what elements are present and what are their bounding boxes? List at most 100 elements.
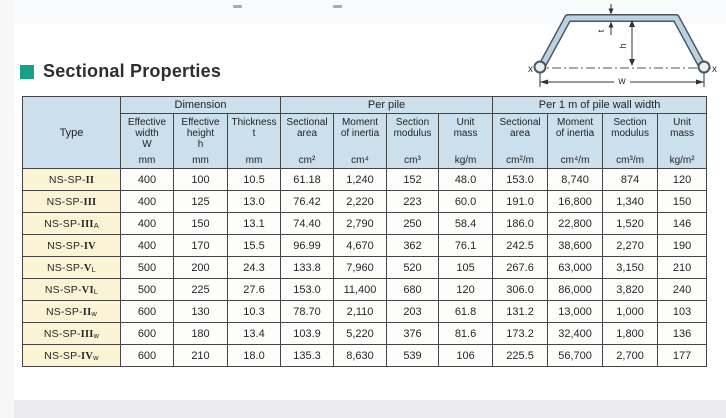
- value-cell: 3,820: [602, 278, 659, 301]
- value-cell: 10.5: [227, 168, 281, 191]
- value-cell: 106: [437, 344, 494, 367]
- value-cell: 103.9: [280, 322, 334, 345]
- axis-label-x-right: x: [712, 64, 717, 75]
- value-cell: 8,630: [333, 344, 387, 367]
- column-header: Unit mass kg/m²: [657, 113, 708, 169]
- value-cell: 120: [657, 168, 708, 191]
- value-cell: 103: [657, 300, 708, 323]
- value-cell: 2,110: [333, 300, 387, 323]
- dim-label-w: w: [617, 76, 626, 87]
- value-cell: 2,790: [333, 212, 387, 235]
- column-header: Section modulus cm³/m: [602, 113, 659, 169]
- value-cell: 362: [386, 234, 439, 257]
- value-cell: 130: [173, 300, 228, 323]
- value-cell: 136: [657, 322, 708, 345]
- type-cell: NS-SP-II: [22, 168, 121, 191]
- value-cell: 5,220: [333, 322, 387, 345]
- value-cell: 1,520: [602, 212, 659, 235]
- value-cell: 24.3: [227, 256, 281, 279]
- value-cell: 180: [173, 322, 228, 345]
- pile-steel-band: [540, 15, 704, 67]
- value-cell: 4,670: [333, 234, 387, 257]
- value-cell: 133.8: [280, 256, 334, 279]
- type-cell: NS-SP-III: [22, 190, 121, 213]
- value-cell: 1,000: [602, 300, 659, 323]
- section-title: Sectional Properties: [20, 61, 221, 82]
- table-row: NS-SP-IV 400 170 15.5 96.99 4,670 362 76.1 242.5…: [22, 234, 708, 257]
- value-cell: 2,270: [602, 234, 659, 257]
- type-cell: NS-SP-IIIw: [22, 322, 121, 345]
- h-arrow-down: [629, 59, 635, 66]
- value-cell: 146: [657, 212, 708, 235]
- value-cell: 600: [120, 322, 174, 345]
- value-cell: 267.6: [492, 256, 549, 279]
- w-label-gap: [614, 73, 630, 85]
- value-cell: 2,700: [602, 344, 659, 367]
- value-cell: 1,240: [333, 168, 387, 191]
- value-cell: 500: [120, 278, 174, 301]
- table-row: NS-SP-II 400 100 10.5 61.18 1,240 152 48.0 153.0…: [22, 168, 708, 191]
- value-cell: 874: [602, 168, 659, 191]
- value-cell: 210: [657, 256, 708, 279]
- value-cell: 58.4: [437, 212, 494, 235]
- value-cell: 240: [657, 278, 708, 301]
- column-header: Unit mass kg/m: [437, 113, 494, 169]
- type-cell: NS-SP-IV: [22, 234, 121, 257]
- value-cell: 78.70: [280, 300, 334, 323]
- value-cell: 86,000: [547, 278, 604, 301]
- page-left-band: [0, 0, 14, 418]
- value-cell: 60.0: [437, 190, 494, 213]
- value-cell: 13.4: [227, 322, 281, 345]
- table-header: Type Dimension Per pile Per 1 m of pile …: [22, 96, 708, 169]
- type-cell: NS-SP-VIL: [22, 278, 121, 301]
- value-cell: 81.6: [437, 322, 494, 345]
- value-cell: 539: [386, 344, 439, 367]
- type-cell: NS-SP-IVw: [22, 344, 121, 367]
- group-header-per-1m: Per 1 m of pile wall width: [492, 96, 708, 114]
- dim-label-h: h: [618, 43, 628, 48]
- value-cell: 190: [657, 234, 708, 257]
- scan-artifact: [233, 5, 242, 8]
- type-column-header: Type: [22, 96, 121, 169]
- value-cell: 153.0: [280, 278, 334, 301]
- interlock-left: [533, 60, 547, 74]
- value-cell: 63,000: [547, 256, 604, 279]
- value-cell: 225: [173, 278, 228, 301]
- value-cell: 1,800: [602, 322, 659, 345]
- value-cell: 150: [173, 212, 228, 235]
- value-cell: 600: [120, 300, 174, 323]
- value-cell: 203: [386, 300, 439, 323]
- value-cell: 96.99: [280, 234, 334, 257]
- value-cell: 376: [386, 322, 439, 345]
- value-cell: 500: [120, 256, 174, 279]
- value-cell: 32,400: [547, 322, 604, 345]
- value-cell: 3,150: [602, 256, 659, 279]
- table-row: NS-SP-VIL 500 225 27.6 153.0 11,400 680 120 306.…: [22, 278, 708, 301]
- value-cell: 74.40: [280, 212, 334, 235]
- column-header: Section modulus cm³: [386, 113, 439, 169]
- w-arrow-left: [540, 79, 548, 85]
- value-cell: 191.0: [492, 190, 549, 213]
- value-cell: 61.8: [437, 300, 494, 323]
- value-cell: 135.3: [280, 344, 334, 367]
- column-header: Sectional area cm²/m: [492, 113, 549, 169]
- value-cell: 11,400: [333, 278, 387, 301]
- t-arrow-up: [608, 21, 614, 28]
- value-cell: 7,960: [333, 256, 387, 279]
- table-row: NS-SP-III 400 125 13.0 76.42 2,220 223 60.0 191.…: [22, 190, 708, 213]
- value-cell: 400: [120, 190, 174, 213]
- interlock-right: [697, 60, 711, 74]
- value-cell: 38,600: [547, 234, 604, 257]
- value-cell: 400: [120, 212, 174, 235]
- t-arrow-down: [608, 8, 614, 15]
- dim-label-t: t: [596, 29, 606, 32]
- type-cell: NS-SP-VL: [22, 256, 121, 279]
- sectional-properties-table: Type Dimension Per pile Per 1 m of pile …: [22, 96, 708, 367]
- value-cell: 61.18: [280, 168, 334, 191]
- table-body: NS-SP-II 400 100 10.5 61.18 1,240 152 48.0 153.0…: [22, 168, 708, 367]
- value-cell: 400: [120, 234, 174, 257]
- value-cell: 173.2: [492, 322, 549, 345]
- value-cell: 2,220: [333, 190, 387, 213]
- value-cell: 105: [437, 256, 494, 279]
